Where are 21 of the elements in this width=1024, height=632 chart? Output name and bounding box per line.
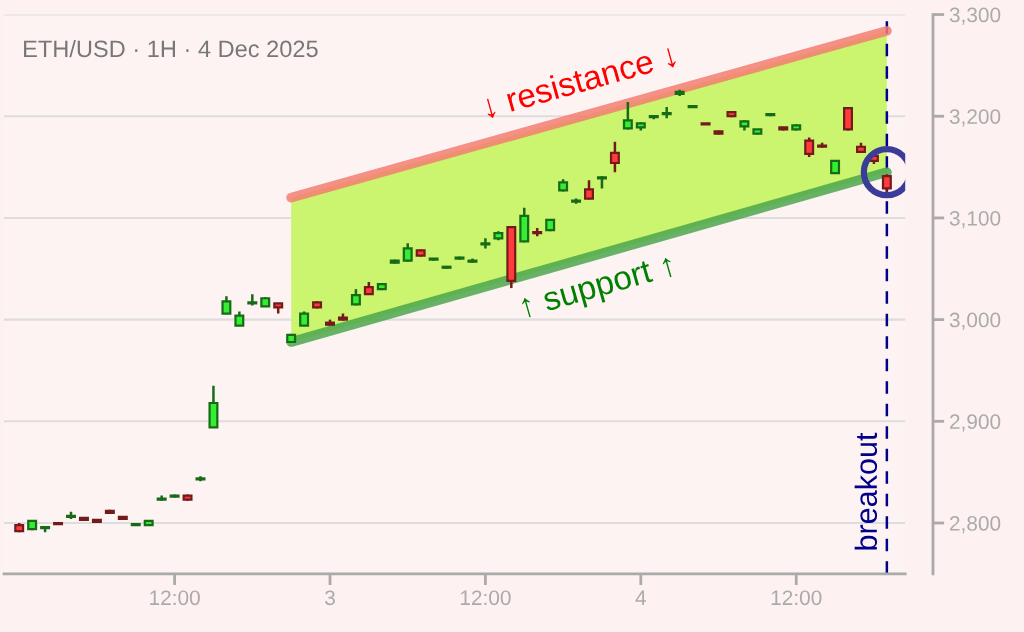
x-tick-label: 12:00: [460, 590, 511, 606]
y-tick-label: 3,300: [949, 7, 1001, 25]
y-tick-label: 2,800: [950, 516, 1001, 534]
annotation: ↓ resistance ↓: [482, 42, 677, 119]
y-tick-label: 3,000: [949, 312, 1001, 330]
candlestick: [804, 136, 815, 159]
ref-line-label: breakout: [854, 432, 878, 550]
candlestick: [584, 179, 595, 201]
text: ETH/USD · 1H · 4 Dec 2025: [24, 39, 318, 58]
y-tick-label: 3,100: [949, 210, 1001, 229]
x-tick-label: 3: [325, 590, 335, 606]
candlestick: [881, 172, 892, 194]
y-tick-label: 2,900: [950, 414, 1001, 432]
candlestick: [402, 242, 413, 263]
x-tick-label: 12:00: [150, 590, 200, 606]
annotation: ↑ support ↑: [520, 254, 677, 324]
candlestick: [609, 140, 620, 174]
y-tick-label: 3,200: [949, 109, 1001, 127]
x-tick-label: 4: [635, 590, 646, 605]
x-tick-label: 12:00: [771, 590, 822, 606]
candlestick: [843, 105, 854, 132]
